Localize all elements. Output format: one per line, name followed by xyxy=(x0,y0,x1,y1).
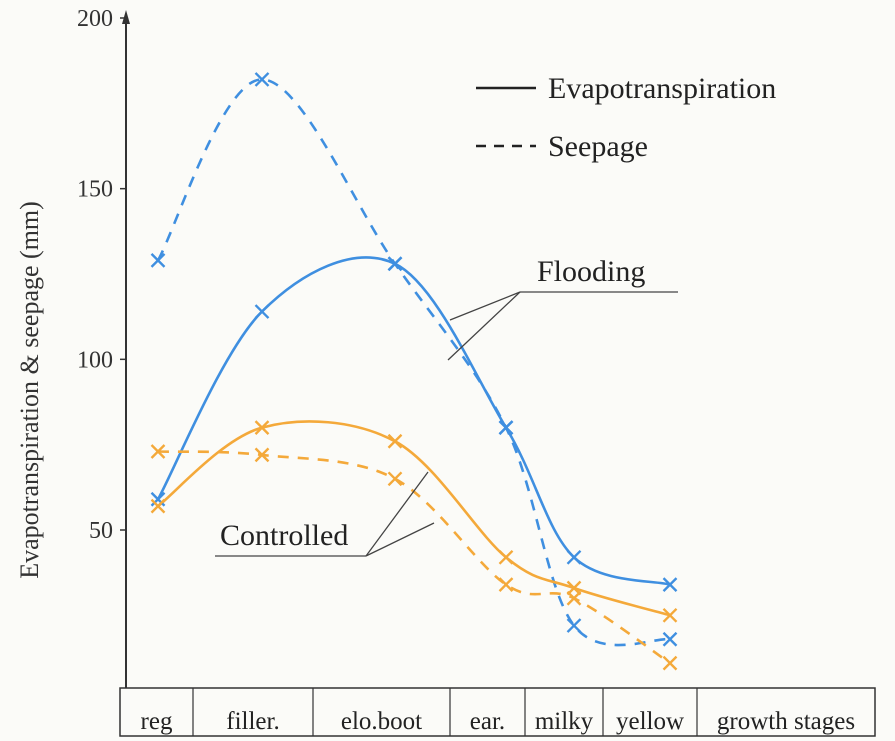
series-lines xyxy=(156,78,671,665)
series-markers xyxy=(150,72,678,671)
y-axis-label: Evapotranspiration & seepage (mm) xyxy=(15,201,44,579)
category-label-5: yellow xyxy=(616,708,684,735)
annotation-flooding: Flooding xyxy=(447,255,678,361)
data-point-controlled-seepage-4 xyxy=(566,590,582,606)
data-point-controlled-seepage-3 xyxy=(498,577,514,592)
legend-label-seepage: Seepage xyxy=(548,130,648,163)
y-tick-label-150: 150 xyxy=(77,177,113,203)
data-point-flooding-seepage-1 xyxy=(254,72,270,87)
series-line-controlled-seepage xyxy=(157,450,671,665)
data-point-controlled-evapotranspiration-3 xyxy=(498,549,514,565)
data-point-flooding-seepage-5 xyxy=(662,631,678,647)
y-ticks: 50 100 150 200 xyxy=(77,6,126,544)
y-tick-label-200: 200 xyxy=(77,6,113,32)
x-axis-label: growth stages xyxy=(717,708,855,735)
category-labels: reg filler. elo.boot ear. milky yellow xyxy=(141,688,698,736)
data-point-controlled-seepage-2 xyxy=(387,471,403,487)
data-point-controlled-evapotranspiration-1 xyxy=(254,420,270,435)
annotation-flooding-text: Flooding xyxy=(537,255,645,288)
category-label-3: ear. xyxy=(470,708,505,735)
category-label-4: milky xyxy=(535,708,594,735)
y-tick-label-50: 50 xyxy=(89,518,113,544)
data-point-controlled-evapotranspiration-0 xyxy=(150,498,166,514)
y-tick-label-100: 100 xyxy=(77,347,113,373)
annotation-controlled: Controlled xyxy=(215,471,435,557)
data-point-controlled-evapotranspiration-5 xyxy=(662,607,678,623)
data-point-flooding-seepage-2 xyxy=(387,256,403,272)
data-point-flooding-evapotranspiration-1 xyxy=(254,304,270,319)
y-axis-arrow xyxy=(122,10,130,24)
legend: Evapotranspiration Seepage xyxy=(476,72,776,163)
data-point-controlled-seepage-0 xyxy=(150,444,166,459)
data-point-flooding-evapotranspiration-4 xyxy=(566,549,582,565)
data-point-flooding-evapotranspiration-0 xyxy=(150,491,166,507)
data-point-controlled-seepage-5 xyxy=(662,655,678,671)
data-point-flooding-seepage-3 xyxy=(498,420,514,435)
category-label-0: reg xyxy=(141,708,173,735)
data-point-flooding-seepage-0 xyxy=(150,252,166,268)
category-label-2: elo.boot xyxy=(341,708,422,735)
annotation-controlled-text: Controlled xyxy=(220,519,348,552)
category-strip xyxy=(119,687,876,737)
data-point-controlled-evapotranspiration-2 xyxy=(387,433,403,449)
data-point-controlled-seepage-1 xyxy=(254,447,270,463)
legend-label-evapotranspiration: Evapotranspiration xyxy=(548,72,776,105)
data-point-flooding-evapotranspiration-5 xyxy=(662,577,678,592)
data-point-flooding-seepage-4 xyxy=(566,618,582,633)
category-label-1: filler. xyxy=(226,708,279,735)
series-line-flooding-seepage xyxy=(156,78,671,647)
